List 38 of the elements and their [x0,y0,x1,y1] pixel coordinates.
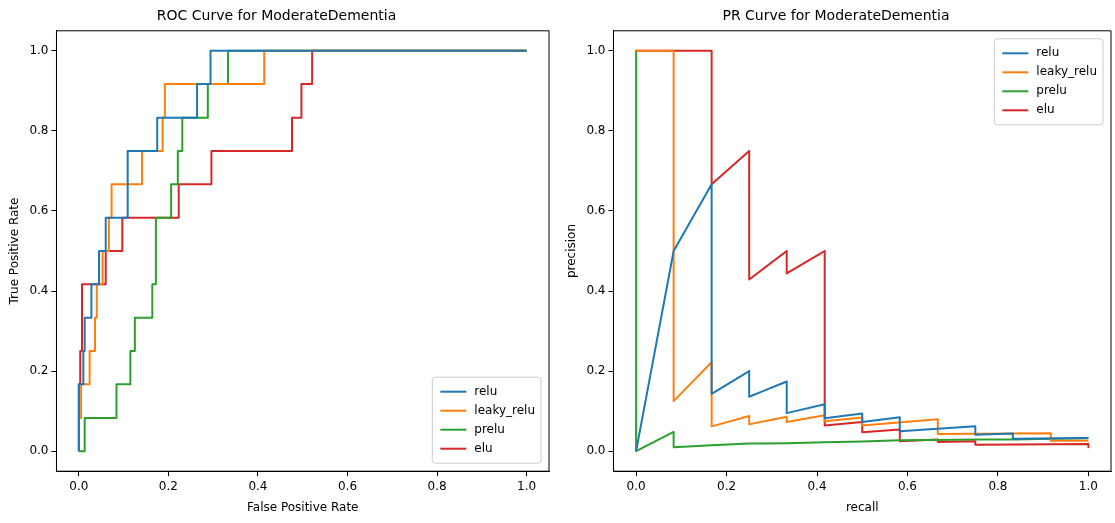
legend-label: elu [1036,102,1055,117]
x-tick-label: 0.2 [158,478,178,493]
y-tick-label: 0.8 [29,123,49,138]
x-axis-title: False Positive Rate [246,499,359,514]
legend-label: relu [1036,45,1060,60]
x-tick-label: 0.6 [337,478,358,493]
x-tick-label: 0.0 [69,478,89,493]
legend-label: prelu [474,421,505,436]
y-tick-label: 0.8 [586,123,606,138]
x-tick-label: 0.6 [897,478,918,493]
y-tick-label: 0.0 [586,443,606,458]
x-axis-title: recall [845,499,879,514]
legend-label: leaky_relu [1036,64,1097,79]
chart-title: PR Curve for ModerateDementia [722,7,950,24]
y-tick-label: 0.2 [586,363,606,378]
legend-label: leaky_relu [474,402,535,417]
x-tick-label: 1.0 [517,478,537,493]
legend-label: relu [474,383,498,398]
x-tick-label: 0.0 [626,478,646,493]
y-tick-label: 0.0 [29,443,49,458]
x-tick-label: 0.8 [988,478,1008,493]
y-tick-label: 0.6 [586,203,606,218]
y-tick-label: 0.4 [586,283,606,298]
x-tick-label: 0.4 [807,478,827,493]
x-tick-label: 0.4 [248,478,268,493]
x-tick-label: 0.2 [717,478,737,493]
x-tick-label: 1.0 [1078,478,1098,493]
x-tick-label: 0.8 [427,478,447,493]
y-tick-label: 1.0 [586,42,606,57]
y-tick-label: 0.4 [29,283,49,298]
chart-title: ROC Curve for ModerateDementia [156,7,397,24]
y-axis-title: precision [564,223,579,279]
y-tick-label: 0.6 [29,203,49,218]
legend-label: prelu [1036,83,1067,98]
y-tick-label: 1.0 [29,42,49,57]
y-axis-title: True Positive Rate [7,197,22,306]
y-tick-label: 0.2 [29,363,49,378]
legend-label: elu [474,440,493,455]
